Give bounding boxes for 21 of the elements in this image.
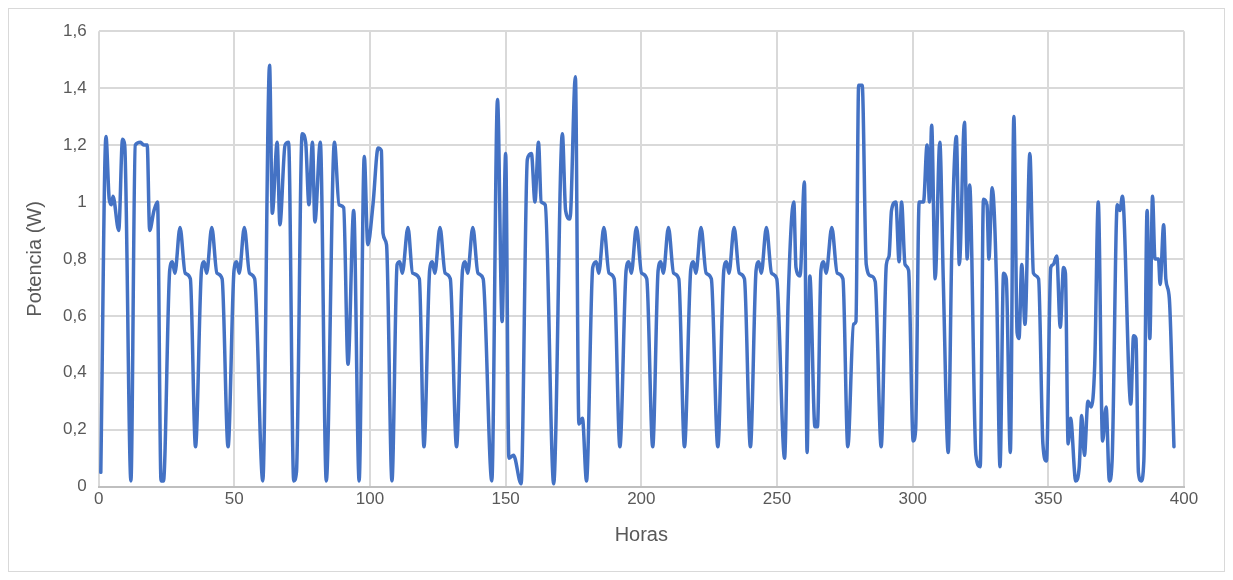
x-tick-label: 100 [355, 489, 385, 509]
y-tick-label: 0,6 [62, 305, 87, 325]
x-tick-label: 50 [224, 489, 244, 509]
line-series [99, 63, 1176, 486]
x-tick-label: 250 [762, 489, 792, 509]
x-tick-label: 150 [491, 489, 520, 509]
y-tick-label: 0,8 [62, 248, 87, 268]
y-tick-label: 1,2 [62, 134, 87, 154]
y-tick-label: 0 [77, 476, 87, 496]
y-tick-label: 1,6 [62, 20, 87, 40]
y-tick-label: 0,2 [62, 419, 87, 439]
x-tick-label: 400 [1169, 489, 1199, 509]
y-tick-label: 0,4 [62, 362, 87, 382]
x-axis-title: Horas [614, 522, 668, 545]
x-tick-label: 200 [627, 489, 656, 509]
x-tick-label: 300 [898, 489, 927, 509]
x-tick-label: 350 [1034, 489, 1063, 509]
y-tick-label: 1,4 [62, 77, 87, 97]
y-tick-label: 1 [77, 191, 87, 211]
y-axis-title: Potencia (W) [22, 201, 45, 317]
x-tick-label: 0 [93, 489, 104, 509]
